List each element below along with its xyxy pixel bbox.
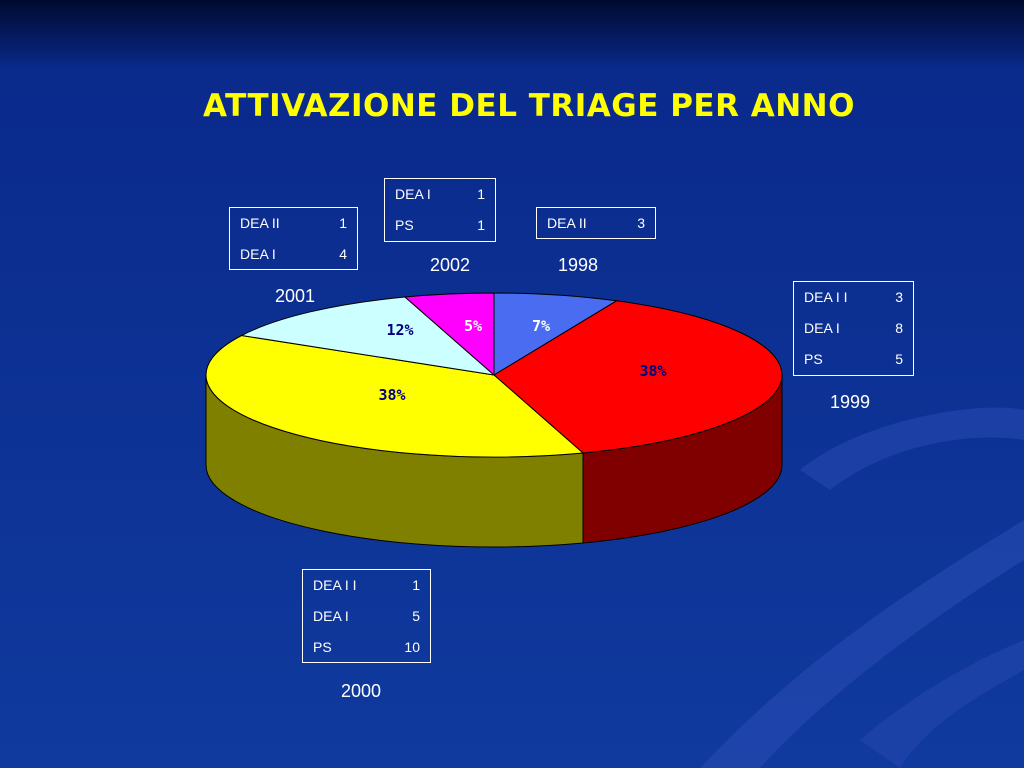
box-row: PS 10	[313, 636, 420, 667]
box-row-value: 10	[404, 639, 420, 655]
pie-label-1998: 7%	[532, 317, 550, 335]
box-row-label: DEA I	[395, 186, 431, 202]
box-row-value: 1	[339, 215, 347, 231]
box-row: DEA I 4	[240, 243, 347, 274]
pie-slice-2001	[240, 296, 496, 376]
year-label-2001: 2001	[274, 286, 316, 306]
box-row-value: 4	[339, 246, 347, 262]
box-row: DEA I 1	[395, 183, 485, 214]
year-label-1998: 1998	[557, 255, 599, 275]
pie-label-1999: 38%	[639, 362, 666, 380]
box-row: PS 5	[804, 348, 903, 379]
box-row: DEA II 3	[547, 212, 645, 243]
box-row: DEA I I 1	[313, 574, 420, 605]
box-1999: DEA I I 3 DEA I 8 PS 5	[793, 281, 914, 376]
box-row-label: PS	[313, 639, 332, 655]
box-row-value: 3	[895, 289, 903, 305]
box-row: DEA I I 3	[804, 286, 903, 317]
box-row-value: 5	[895, 351, 903, 367]
box-row-value: 8	[895, 320, 903, 336]
box-row-label: DEA II	[547, 215, 587, 231]
box-row-label: DEA I I	[804, 289, 848, 305]
box-2002: DEA I 1 PS 1	[384, 178, 496, 242]
box-row-value: 1	[412, 577, 420, 593]
pie-slice-2002	[403, 292, 495, 377]
box-row: PS 1	[395, 214, 485, 245]
box-row-label: DEA I	[804, 320, 840, 336]
box-2001: DEA II 1 DEA I 4	[229, 207, 358, 270]
chart-title: ATTIVAZIONE DEL TRIAGE PER ANNO	[203, 88, 855, 124]
box-row-value: 5	[412, 608, 420, 624]
box-row: DEA I 5	[313, 605, 420, 636]
box-row-label: DEA I I	[313, 577, 357, 593]
year-label-2000: 2000	[340, 681, 382, 701]
pie-slice-2000	[205, 334, 585, 458]
pie-label-2000: 38%	[378, 386, 405, 404]
box-1998: DEA II 3	[536, 207, 656, 239]
box-row-value: 1	[477, 217, 485, 233]
pie-label-2002: 5%	[464, 317, 482, 335]
pie-label-2001: 12%	[386, 321, 413, 339]
box-2000: DEA I I 1 DEA I 5 PS 10	[302, 569, 431, 663]
year-label-1999: 1999	[829, 392, 871, 412]
box-row-value: 3	[637, 215, 645, 231]
box-row-label: PS	[395, 217, 414, 233]
pie-slice-1999	[493, 300, 783, 454]
pie-slice-1998	[493, 292, 619, 376]
box-row-label: DEA I	[240, 246, 276, 262]
year-label-2002: 2002	[429, 255, 471, 275]
box-row-value: 1	[477, 186, 485, 202]
box-row-label: DEA II	[240, 215, 280, 231]
box-row: DEA II 1	[240, 212, 347, 243]
box-row-label: PS	[804, 351, 823, 367]
box-row-label: DEA I	[313, 608, 349, 624]
box-row: DEA I 8	[804, 317, 903, 348]
